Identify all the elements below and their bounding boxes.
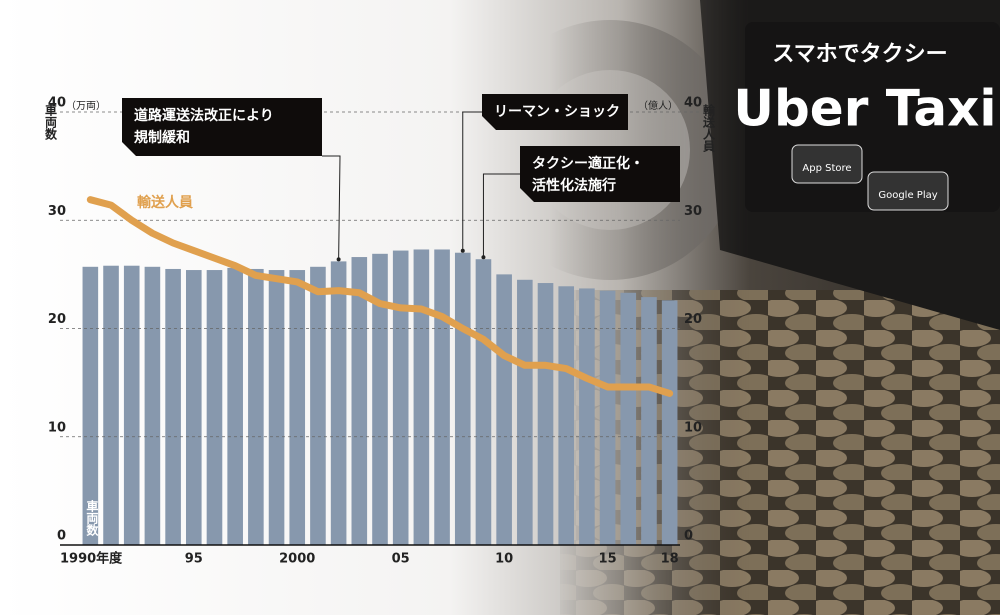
- x-tick-label: 15: [599, 552, 617, 567]
- bar: [330, 261, 347, 545]
- sign-badge: App Store: [802, 163, 851, 174]
- bars: [82, 249, 678, 546]
- bar: [475, 259, 492, 545]
- y2-axis-label: 輸送人員: [702, 103, 716, 153]
- y-unit: （万両）: [66, 100, 106, 112]
- pointer-dot: [336, 257, 341, 262]
- bar: [206, 270, 223, 545]
- pointer: [322, 155, 341, 260]
- bar: [123, 265, 140, 545]
- sign-badge: Google Play: [878, 190, 937, 201]
- legend-label: 輸送人員: [137, 194, 193, 211]
- annotation-text: リーマン・ショック: [494, 104, 620, 120]
- pointer-dot: [481, 255, 486, 260]
- bar: [248, 268, 264, 545]
- bar: [537, 283, 554, 545]
- bar: [434, 249, 450, 546]
- bar: [310, 266, 326, 545]
- y2-tick-label: 20: [684, 312, 702, 327]
- bar: [372, 253, 388, 545]
- y2-tick-label: 40: [684, 96, 702, 111]
- bar: [454, 252, 471, 545]
- y-tick-label: 0: [57, 529, 66, 544]
- bar: [496, 274, 512, 545]
- x-tick-label: 05: [392, 552, 410, 567]
- bar: [558, 286, 575, 545]
- pointer-dot: [460, 248, 465, 253]
- bar: [82, 266, 99, 545]
- annotation-text: 道路運送法改正により: [134, 107, 274, 124]
- bar: [351, 257, 368, 545]
- y-tick-label: 10: [48, 420, 66, 435]
- bar: [268, 270, 285, 545]
- pointer: [462, 111, 482, 251]
- bar: [599, 290, 616, 545]
- bar: [620, 292, 637, 545]
- bar: [661, 300, 678, 545]
- y-tick-label: 20: [48, 312, 66, 327]
- annotation-box: [520, 146, 680, 202]
- annotation-text: 規制緩和: [134, 129, 190, 146]
- y2-tick-label: 10: [684, 420, 702, 435]
- bar: [165, 268, 181, 545]
- bar: [579, 288, 595, 545]
- x-tick-label: 10: [495, 552, 513, 567]
- x-tick-label: 2000: [279, 552, 315, 567]
- y2-tick-label: 30: [684, 204, 702, 219]
- y-axis-label: 車両数: [44, 103, 58, 141]
- bar: [185, 270, 202, 545]
- bar: [227, 267, 243, 545]
- y-tick-label: 40: [48, 96, 66, 111]
- annotation-text: タクシー適正化・: [532, 155, 644, 172]
- bar: [517, 279, 533, 545]
- bar: [392, 250, 409, 545]
- x-tick-label: 18: [661, 552, 679, 567]
- bar: [413, 249, 430, 546]
- bar: [289, 270, 306, 545]
- line: [86, 196, 674, 397]
- sign-logo: Uber Taxi: [733, 80, 996, 138]
- x-tick-label: 1990年度: [60, 551, 123, 567]
- legend-label: 車両数: [85, 499, 99, 537]
- y2-tick-label: 0: [684, 529, 693, 544]
- annotation-text: 活性化法施行: [532, 177, 616, 194]
- bar: [103, 265, 119, 545]
- annotation-box: [482, 94, 628, 130]
- y2-unit: （億人）: [638, 99, 678, 112]
- bar: [641, 297, 657, 545]
- y-tick-label: 30: [48, 204, 66, 219]
- pointer: [482, 173, 520, 258]
- x-tick-label: 95: [185, 552, 203, 567]
- sign-text: スマホでタクシー: [772, 42, 947, 67]
- bar: [144, 266, 161, 545]
- annotation-box: [122, 98, 322, 156]
